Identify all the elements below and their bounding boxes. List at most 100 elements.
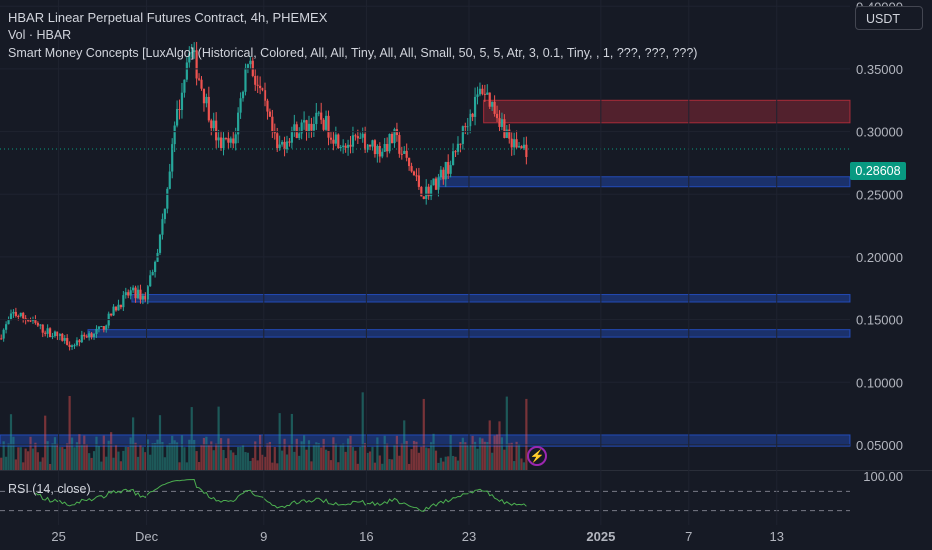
candle-body [259, 85, 262, 89]
volume-bar [227, 438, 230, 470]
candle-body [154, 261, 157, 273]
candle-body [61, 333, 64, 341]
candle-body [271, 116, 274, 132]
candle-body [19, 312, 22, 317]
volume-bar [464, 442, 467, 470]
candle-body [442, 169, 445, 180]
volume-bar [483, 441, 486, 470]
lightning-icon[interactable]: ⚡ [527, 446, 547, 466]
volume-bar [364, 443, 367, 470]
volume-bar [36, 452, 39, 470]
volume-bar [461, 437, 464, 470]
volume-bar [12, 436, 15, 470]
volume-bar [466, 445, 469, 470]
candle-body [332, 139, 335, 144]
candle-body [141, 295, 144, 300]
volume-bar [9, 414, 13, 470]
volume-bar [447, 456, 450, 470]
candle-body [505, 129, 508, 138]
candle-body [244, 67, 247, 92]
candle-body [88, 333, 91, 338]
volume-bar [222, 449, 225, 470]
candle-body [183, 79, 186, 93]
volume-bar [498, 421, 501, 470]
candle-body [278, 144, 281, 149]
candle-body [349, 144, 352, 147]
candle-body [9, 313, 13, 320]
rsi-pane: 100.00 [0, 469, 932, 512]
volume-bar [256, 460, 259, 470]
candle-body [317, 112, 320, 114]
candle-body [439, 169, 442, 178]
volume-bar [17, 447, 20, 470]
volume-bar [305, 449, 308, 470]
candle-body [14, 311, 17, 316]
volume-bar [122, 450, 125, 470]
volume-bar [459, 442, 462, 470]
volume-bar [190, 407, 193, 470]
candle-body [473, 96, 477, 117]
candle-body [451, 151, 455, 166]
volume-bar [281, 450, 284, 470]
volume-bar [449, 435, 452, 470]
volume-legend[interactable]: Vol · HBAR [8, 28, 72, 42]
volume-bar [175, 442, 179, 470]
candle-body [342, 145, 345, 147]
volume-bar [290, 413, 293, 470]
candle-body [432, 178, 435, 186]
volume-bar [254, 441, 257, 470]
candle-body [100, 326, 103, 328]
candle-body [36, 322, 39, 326]
candle-body [285, 141, 289, 150]
volume-bar [356, 463, 359, 470]
chart-title[interactable]: HBAR Linear Perpetual Futures Contract, … [8, 10, 328, 25]
candle-body [310, 123, 313, 131]
volume-bar [476, 448, 479, 470]
candle-body [461, 126, 464, 144]
indicator-legend[interactable]: Smart Money Concepts [LuxAlgo] (Historic… [8, 46, 698, 60]
volume-bar [188, 439, 191, 470]
volume-bar [395, 435, 399, 470]
volume-bar [307, 440, 311, 470]
candle-body [427, 186, 430, 197]
candle-body [346, 144, 350, 148]
candle-body [129, 290, 132, 296]
candle-body [263, 90, 267, 101]
volume-bar [368, 451, 372, 470]
candle-body [73, 345, 76, 347]
rsi-legend[interactable]: RSI (14, close) [8, 482, 91, 496]
currency-selector[interactable]: USDT [855, 6, 923, 30]
candle-body [5, 324, 8, 330]
candle-body [466, 126, 469, 128]
x-tick-label: 13 [769, 529, 783, 544]
volume-bar [288, 444, 291, 470]
time-axis[interactable]: 25 Dec 9 16 23 2025 7 13 [51, 0, 784, 544]
volume-bar [515, 441, 518, 470]
volume-bar [444, 456, 447, 470]
candle-body [522, 144, 526, 149]
candle-body [215, 120, 218, 141]
volume-bar [268, 441, 271, 470]
candle-body [171, 144, 174, 172]
candle-body [117, 304, 120, 311]
candle-body [459, 143, 462, 145]
candle-body [351, 135, 355, 147]
price-axis[interactable]: 0.400000.350000.300000.250000.200000.150… [0, 0, 903, 453]
candle-body [307, 123, 311, 132]
candle-body [234, 134, 237, 144]
candle-body [58, 333, 61, 336]
candle-body [197, 78, 201, 80]
candle-body [447, 161, 450, 174]
candle-body [241, 91, 245, 99]
candle-body [513, 139, 516, 148]
y-tick-label: 0.10000 [856, 375, 903, 390]
x-tick-label: 9 [260, 529, 267, 544]
candle-body [425, 186, 428, 199]
candle-body [359, 137, 362, 139]
volume-bar [232, 452, 235, 470]
candle-body [17, 315, 20, 317]
candle-body [134, 287, 137, 299]
candle-body [312, 124, 315, 131]
candle-body [491, 101, 494, 107]
